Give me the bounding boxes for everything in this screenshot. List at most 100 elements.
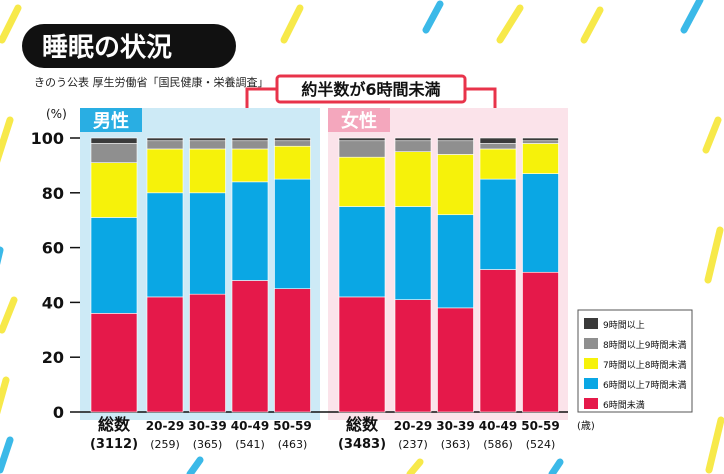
bar-segment <box>189 137 226 142</box>
bar-segment <box>394 137 432 142</box>
decorative-stripe <box>702 116 722 154</box>
legend-swatch <box>584 338 598 349</box>
group-label: 女性 <box>341 110 377 132</box>
category-label: 総数 <box>346 415 379 434</box>
bar-segment <box>522 143 559 174</box>
source-note: きのう公表 厚生労働省「国民健康・栄養調査」 <box>34 75 269 89</box>
decorative-stripe <box>0 436 14 474</box>
legend-label: 6時間以上7時間未満 <box>603 379 686 391</box>
decorative-stripe <box>186 456 204 474</box>
decorative-stripe <box>280 4 304 44</box>
bar-segment <box>437 214 474 309</box>
legend-label: 8時間以上9時間未満 <box>603 339 686 351</box>
decorative-stripe <box>0 116 14 163</box>
bar-segment <box>394 206 432 300</box>
count-label: (541) <box>235 438 265 451</box>
legend-swatch <box>584 398 598 409</box>
decorative-stripe <box>0 376 10 415</box>
decorative-stripe <box>0 4 22 44</box>
legend-label: 7時間以上8時間未満 <box>603 359 686 371</box>
bar-segment <box>189 192 226 295</box>
category-label: 30-39 <box>436 419 474 433</box>
category-label: 20-29 <box>394 419 432 433</box>
y-axis-unit: (%) <box>46 107 67 121</box>
bar-segment <box>437 307 474 413</box>
legend-swatch <box>584 318 598 329</box>
count-label: (524) <box>526 438 556 451</box>
count-label: (363) <box>441 438 471 451</box>
decorative-stripe <box>496 4 524 44</box>
category-label: 総数 <box>98 415 131 434</box>
bar-segment <box>231 280 269 413</box>
category-label: 20-29 <box>146 419 184 433</box>
decorative-stripe <box>705 416 724 474</box>
bar-segment <box>274 288 311 413</box>
bar-segment <box>338 296 386 413</box>
bar-segment <box>479 137 517 144</box>
bar-segment <box>90 162 138 218</box>
count-label: (237) <box>398 438 428 451</box>
bar-segment <box>437 140 474 155</box>
bar-segment <box>231 140 269 150</box>
chart-title: 睡眠の状況 <box>42 33 172 63</box>
decorative-stripe <box>680 0 704 34</box>
decorative-stripe <box>0 296 18 334</box>
bar-segment <box>394 140 432 153</box>
bar-segment <box>479 269 517 413</box>
legend-swatch <box>584 378 598 389</box>
title-background <box>22 24 236 68</box>
bar-segment <box>338 140 386 158</box>
legend-label: 6時間未満 <box>603 399 645 411</box>
bar-segment <box>338 137 386 142</box>
bar-segment <box>189 140 226 150</box>
decorative-stripe <box>548 458 564 474</box>
group-label-background <box>328 108 390 132</box>
bar-segment <box>338 206 386 298</box>
count-label: (463) <box>278 438 308 451</box>
bar-segment <box>90 143 138 163</box>
bar-segment <box>189 148 226 194</box>
bar-segment <box>437 137 474 142</box>
bar-segment <box>146 137 184 142</box>
legend-swatch <box>584 358 598 369</box>
bar-segment <box>522 137 559 142</box>
y-tick-label: 20 <box>42 348 64 367</box>
age-unit-label: (歳) <box>577 420 595 432</box>
bar-segment <box>479 178 517 270</box>
bar-segment <box>274 137 311 142</box>
count-label: (259) <box>150 438 180 451</box>
y-tick-label: 80 <box>42 184 64 203</box>
y-tick-label: 0 <box>53 403 64 422</box>
bar-segment <box>231 181 269 281</box>
count-label: (3483) <box>338 437 386 452</box>
bar-segment <box>90 217 138 314</box>
bar-segment <box>274 140 311 147</box>
bar-segment <box>522 140 559 144</box>
group-label-background <box>80 108 142 132</box>
category-label: 40-49 <box>231 419 269 433</box>
bar-segment <box>90 137 138 144</box>
bar-segment <box>146 296 184 413</box>
bar-segment <box>338 156 386 207</box>
decorative-stripe <box>704 226 724 284</box>
decorative-stripe <box>422 0 444 34</box>
bar-segment <box>522 173 559 273</box>
y-tick-label: 60 <box>42 239 64 258</box>
bar-segment <box>231 137 269 142</box>
count-label: (365) <box>193 438 223 451</box>
bar-segment <box>394 299 432 413</box>
category-label: 50-59 <box>521 419 559 433</box>
bar-segment <box>231 148 269 183</box>
bar-segment <box>479 148 517 180</box>
callout-text: 約半数が6時間未満 <box>301 80 440 99</box>
count-label: (586) <box>483 438 513 451</box>
bar-segment <box>479 143 517 150</box>
decorative-stripe <box>406 458 424 474</box>
bar-segment <box>522 271 559 413</box>
bar-segment <box>189 293 226 413</box>
bar-segment <box>274 178 311 290</box>
bar-segment <box>146 148 184 194</box>
legend-label: 9時間以上 <box>603 320 645 331</box>
